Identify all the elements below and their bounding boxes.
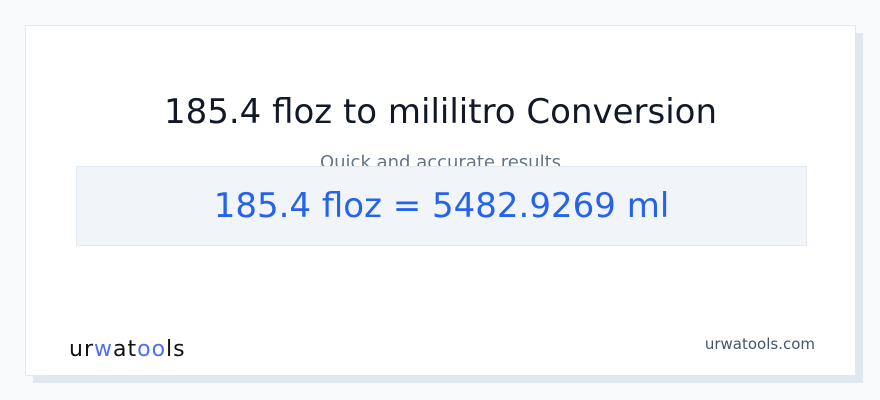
conversion-card: 185.4 floz to mililitro Conversion Quick…: [25, 25, 856, 376]
urwatools-logo[interactable]: urwatools: [69, 337, 186, 362]
page-title: 185.4 floz to mililitro Conversion: [163, 92, 718, 132]
site-link[interactable]: urwatools.com: [704, 335, 815, 353]
conversion-result: 185.4 floz = 5482.9269 ml: [76, 166, 807, 246]
